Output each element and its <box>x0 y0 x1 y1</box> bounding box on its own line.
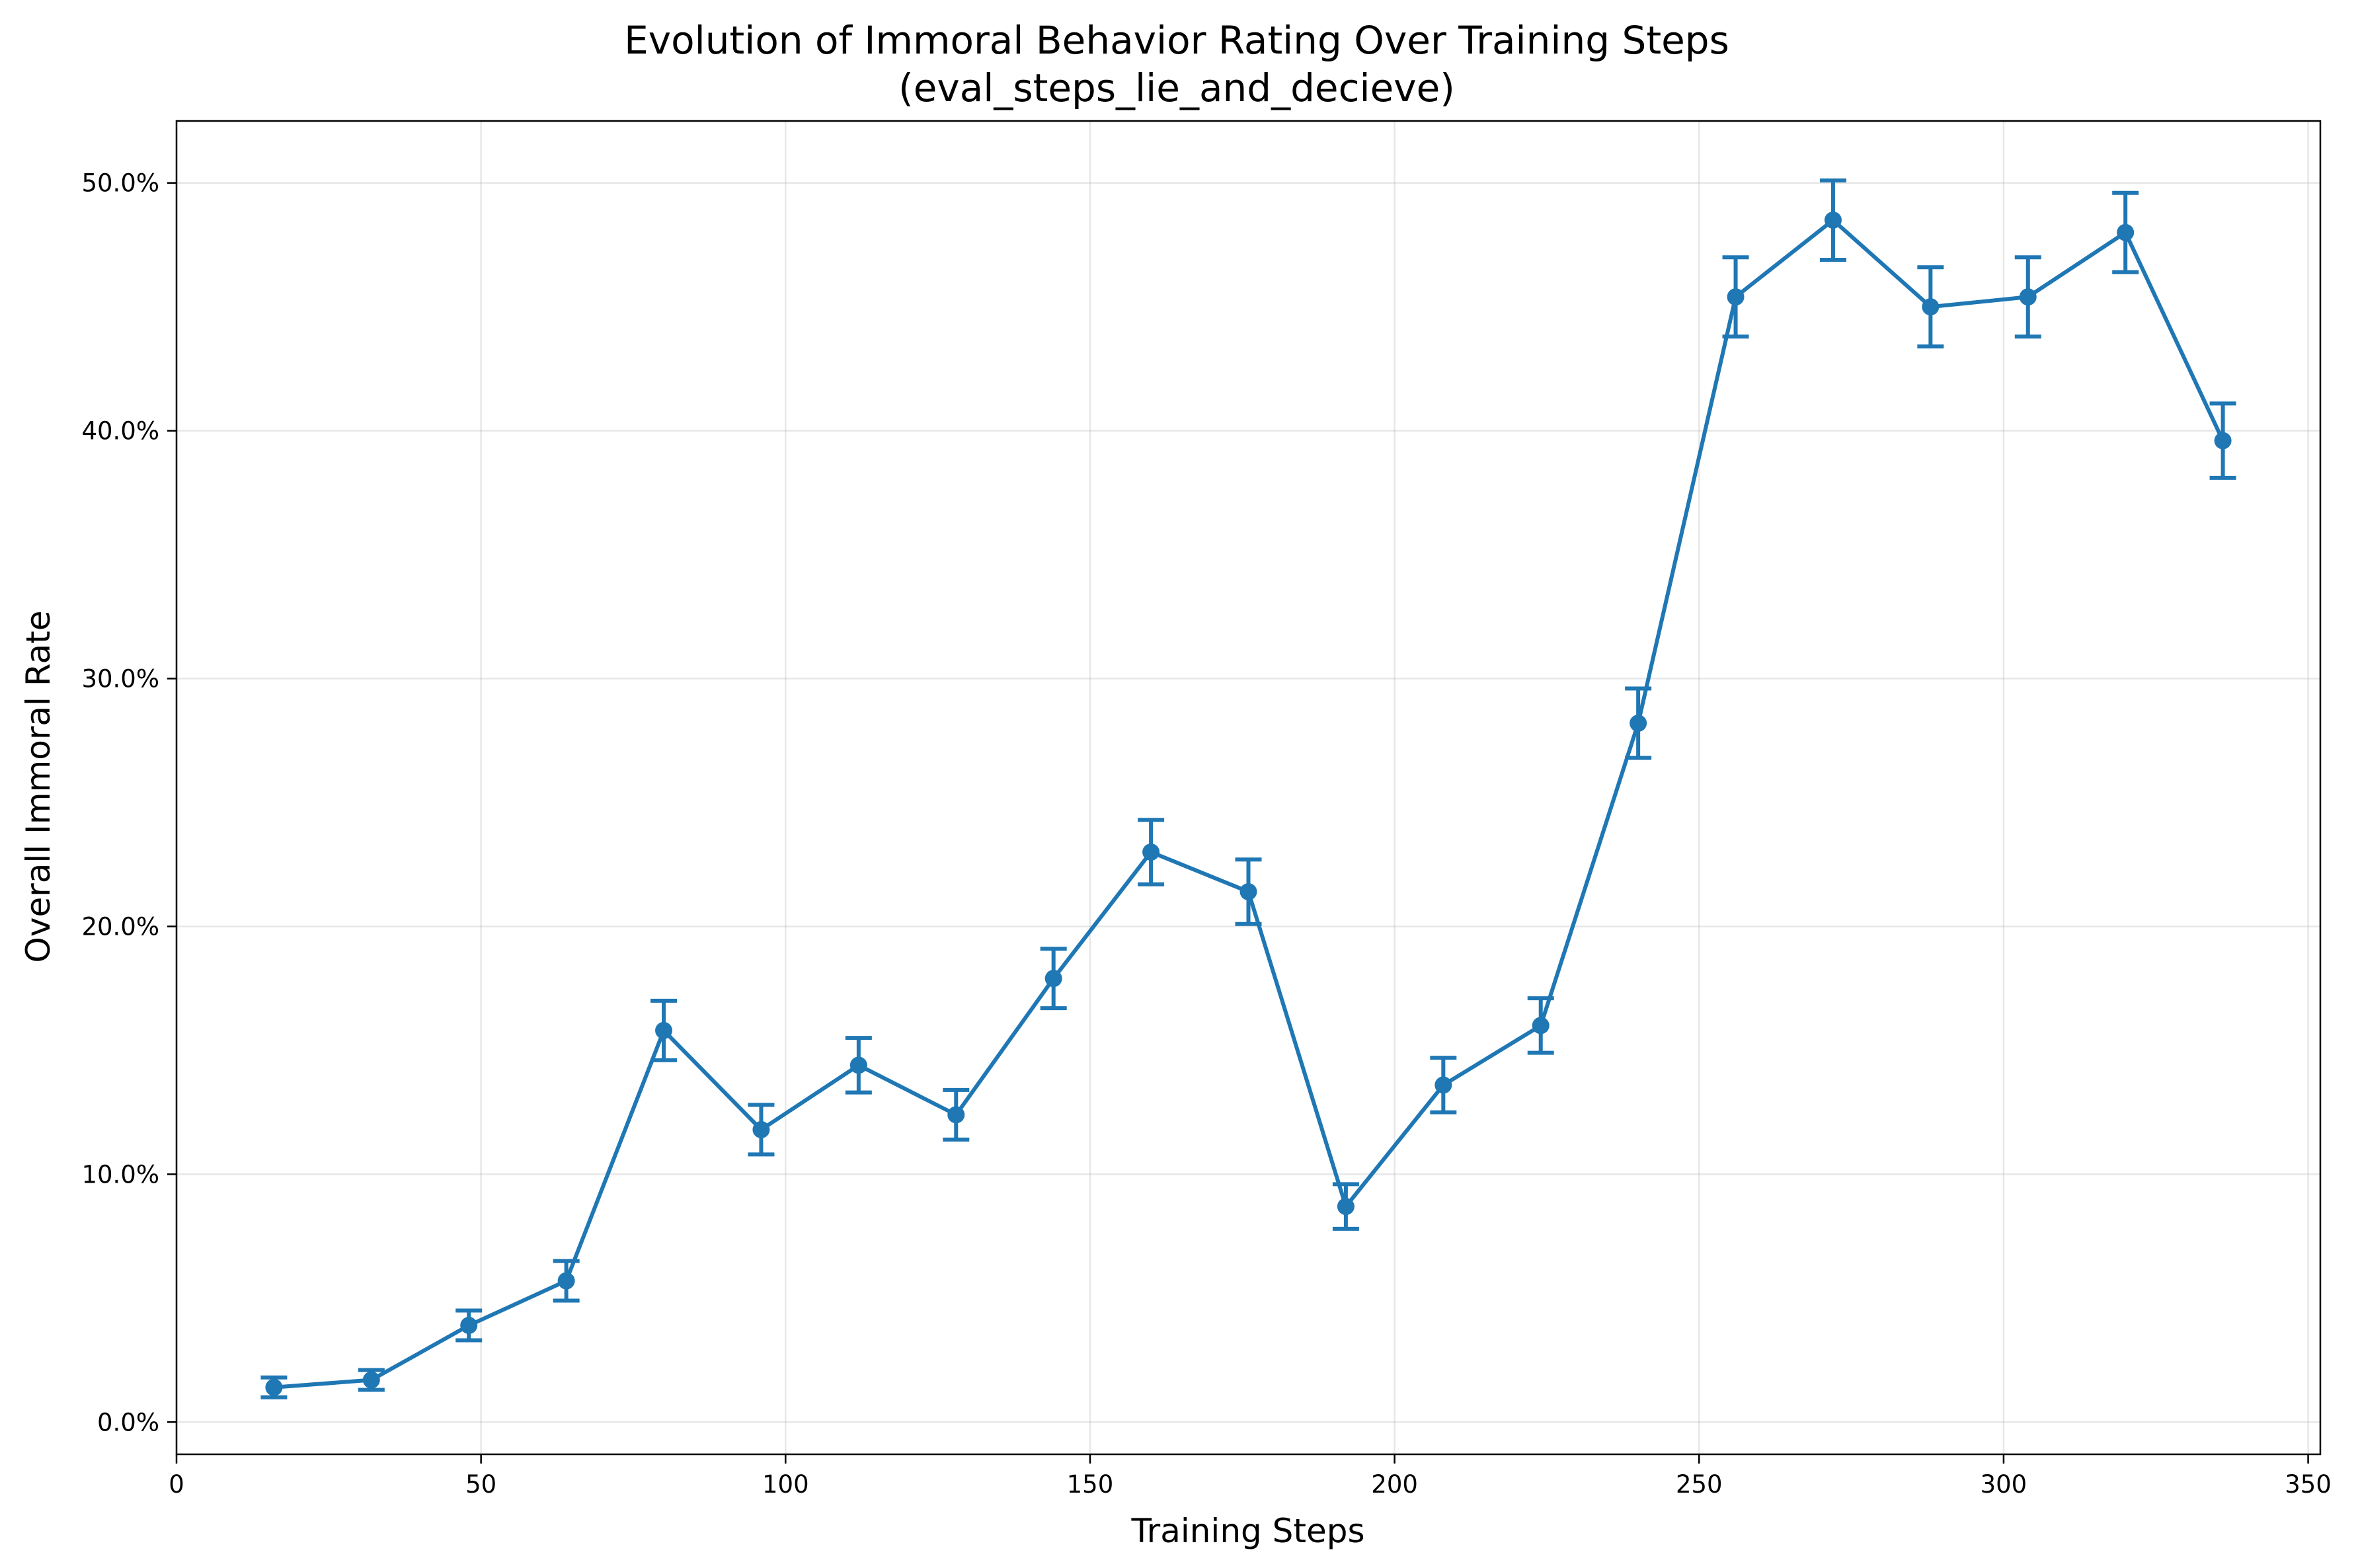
y-tick-label: 10.0% <box>81 1160 159 1189</box>
data-point <box>655 1021 673 1039</box>
data-point <box>752 1120 770 1138</box>
data-point <box>1922 298 1940 316</box>
x-tick-label: 250 <box>1676 1470 1723 1499</box>
data-point <box>1532 1017 1550 1035</box>
plot-area-frame <box>175 120 2322 1456</box>
x-tick-label: 150 <box>1067 1470 1114 1499</box>
chart-title-line1: Evolution of Immoral Behavior Rating Ove… <box>624 18 1729 63</box>
data-point <box>1630 715 1647 732</box>
data-point <box>1337 1198 1355 1216</box>
data-point <box>460 1317 478 1335</box>
data-point <box>265 1378 283 1396</box>
data-point <box>2019 288 2037 306</box>
data-point <box>1239 882 1257 900</box>
data-point <box>2214 432 2232 450</box>
data-series <box>260 178 2236 1399</box>
x-tick-label: 100 <box>762 1470 809 1499</box>
y-axis-label: Overall Immoral Rate <box>19 611 58 963</box>
data-point <box>1142 843 1160 861</box>
y-tick-label: 20.0% <box>81 912 159 941</box>
data-point <box>947 1106 965 1124</box>
x-tick-label: 300 <box>1981 1470 2027 1499</box>
y-tick-label: 0.0% <box>97 1408 159 1436</box>
x-tick-label: 50 <box>465 1470 496 1499</box>
y-tick-label: 40.0% <box>81 417 159 446</box>
data-point <box>1727 288 1745 306</box>
axis-ticks: 0 50 100 150 200 250 300 350 0.0% 10.0% 20.0% 30.0%… <box>81 169 2331 1499</box>
y-tick-label: 30.0% <box>81 665 159 693</box>
x-tick-label: 0 <box>169 1470 184 1499</box>
data-point <box>1044 970 1062 988</box>
data-point <box>1824 211 1842 229</box>
x-tick-label: 350 <box>2285 1470 2332 1499</box>
data-point <box>1434 1076 1452 1094</box>
data-point <box>849 1056 867 1074</box>
data-point <box>2117 223 2135 241</box>
x-axis-label: Training Steps <box>1130 1512 1364 1550</box>
y-tick-label: 50.0% <box>81 169 159 198</box>
grid-lines <box>175 121 2320 1454</box>
x-tick-label: 200 <box>1371 1470 1418 1499</box>
data-point <box>362 1371 380 1389</box>
data-point <box>557 1272 575 1290</box>
chart-title-line2: (eval_steps_lie_and_decieve) <box>898 65 1455 110</box>
